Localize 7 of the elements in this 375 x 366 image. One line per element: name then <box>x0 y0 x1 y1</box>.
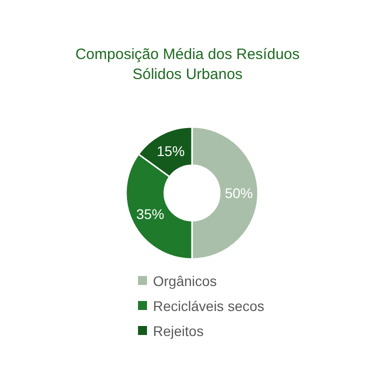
data-label: 35% <box>136 206 164 222</box>
data-label: 15% <box>156 143 185 160</box>
chart-title: Composição Média dos Resíduos Sólidos Urbanos <box>75 46 300 83</box>
legend-label: Rejeitos <box>153 322 204 339</box>
legend-label: Recicláveis secos <box>153 298 264 314</box>
data-label: 50% <box>224 184 253 201</box>
legend-label: Orgânicos <box>153 272 217 289</box>
